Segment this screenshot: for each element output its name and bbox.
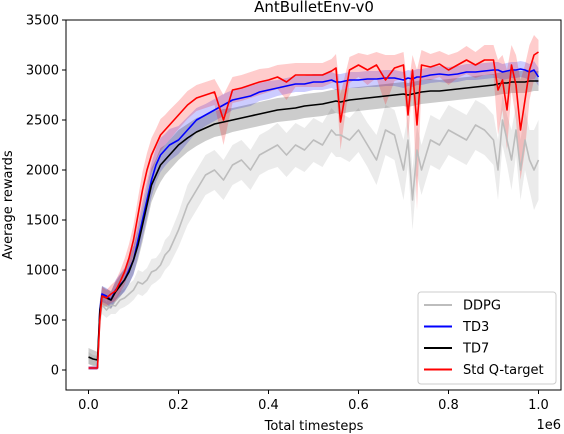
y-tick-label: 1000	[26, 264, 59, 279]
legend: DDPG TD3 TD7 Std Q-target	[417, 291, 557, 385]
x-tick-label: 0.2	[168, 398, 189, 413]
y-tick-label: 500	[34, 314, 59, 329]
x-axis-label: Total timesteps	[264, 419, 364, 434]
legend-box	[417, 291, 557, 385]
plot-frame	[65, 19, 562, 391]
x-tick-label: 0.8	[438, 398, 459, 413]
y-tick-label: 1500	[26, 214, 59, 229]
chart-title: AntBulletEnv-v0	[254, 0, 374, 16]
line-td7	[88, 80, 539, 361]
y-tick-label: 2500	[26, 114, 59, 129]
y-tick-label: 3000	[26, 64, 59, 79]
series-lines	[88, 51, 540, 369]
legend-label-td3: TD3	[462, 320, 489, 335]
legend-label-ddpg: DDPG	[463, 299, 501, 314]
x-tick-label: 0.0	[78, 398, 99, 413]
line-ddpg	[88, 119, 540, 362]
x-tick-label: 0.6	[348, 398, 369, 413]
legend-label-td7: TD7	[462, 342, 489, 357]
y-axis-label: Average rewards	[1, 150, 16, 260]
band-ddpg	[88, 95, 539, 366]
x-axis-offset-label: 1e6	[536, 418, 561, 433]
x-tick-label: 1.0	[528, 398, 549, 413]
line-std-q-target	[88, 51, 539, 369]
y-tick-label: 2000	[26, 164, 59, 179]
confidence-bands	[88, 35, 539, 370]
x-axis: 0.0 0.2 0.4 0.6 0.8 1.0	[78, 390, 549, 413]
band-std-q-target	[88, 35, 539, 370]
y-tick-label: 3500	[26, 14, 59, 29]
y-tick-label: 0	[51, 364, 59, 379]
x-tick-label: 0.4	[258, 398, 279, 413]
legend-label-std-q-target: Std Q-target	[463, 363, 544, 378]
y-axis: 0 500 1000 1500 2000 2500 3000 3500	[26, 14, 66, 379]
